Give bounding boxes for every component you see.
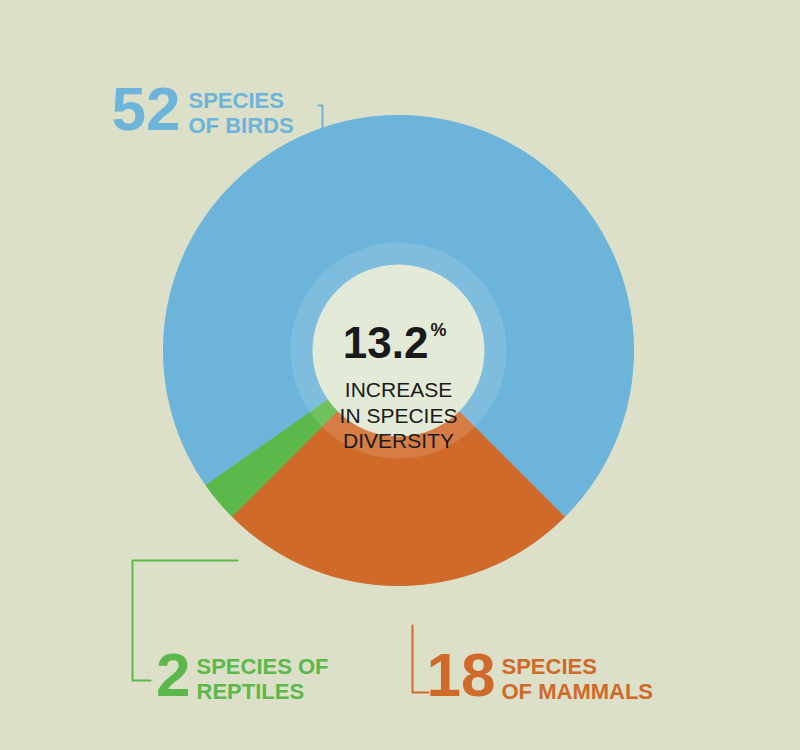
svg-text:SPECIESOF BIRDS: SPECIESOF BIRDS xyxy=(189,88,294,138)
svg-text:13.2: 13.2 xyxy=(343,318,429,367)
svg-text:SPECIESOF MAMMALS: SPECIESOF MAMMALS xyxy=(502,654,654,704)
svg-text:SPECIES OFREPTILES: SPECIES OFREPTILES xyxy=(197,654,329,704)
svg-text:INCREASEIN SPECIESDIVERSITY: INCREASEIN SPECIESDIVERSITY xyxy=(340,378,458,451)
svg-text:2: 2 xyxy=(156,640,190,709)
svg-text:18: 18 xyxy=(427,640,496,709)
svg-text:52: 52 xyxy=(112,74,181,143)
svg-text:%: % xyxy=(431,320,447,340)
